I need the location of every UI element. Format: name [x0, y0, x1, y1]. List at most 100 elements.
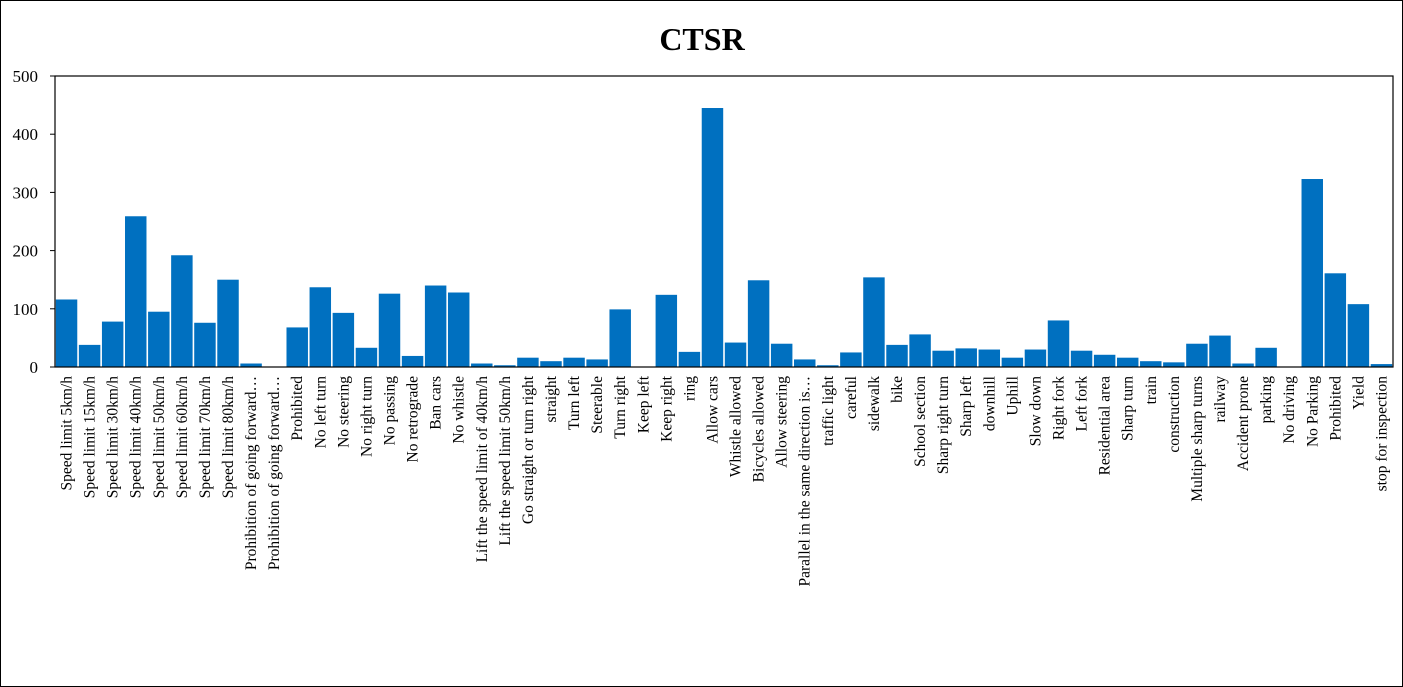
- x-tick-label: No whistle: [451, 376, 468, 444]
- bar: [655, 294, 678, 367]
- bar: [1186, 343, 1208, 367]
- x-tick-label: Sharp right turn: [935, 376, 952, 474]
- x-tick-label: Uphill: [1004, 376, 1021, 416]
- bar: [286, 327, 308, 367]
- bar: [1047, 320, 1070, 367]
- x-tick-label: Speed limit 15km/h: [82, 376, 99, 499]
- x-tick-label: Residential area: [1097, 376, 1114, 476]
- plot-area-border: [54, 75, 1394, 368]
- x-tick-label: Speed limit 60km/h: [174, 376, 191, 499]
- x-tick-label: Speed limit 70km/h: [197, 376, 214, 499]
- x-tick-label: Keep right: [658, 375, 675, 442]
- x-tick-label: Turn left: [566, 375, 583, 430]
- bar: [1232, 363, 1254, 367]
- x-tick-label: Right fork: [1051, 376, 1068, 440]
- bar: [1001, 357, 1024, 367]
- bar: [148, 311, 170, 367]
- bar: [586, 359, 608, 367]
- bar: [932, 350, 954, 367]
- bar: [401, 355, 424, 367]
- x-tick-label: sidewalk: [866, 376, 883, 431]
- x-tick-label: Speed limit 80km/h: [220, 376, 237, 499]
- bar: [125, 216, 147, 367]
- x-tick-label: Speed limit 50km/h: [151, 376, 168, 499]
- x-tick-label: Bicycles allowed: [751, 376, 768, 483]
- x-tick-label: Allow cars: [704, 376, 721, 444]
- x-tick-label: Keep left: [635, 375, 652, 433]
- x-tick-label: railway: [1212, 376, 1229, 423]
- x-tick-label: construction: [1166, 376, 1183, 453]
- x-tick-label: ring: [681, 376, 698, 401]
- x-tick-label: No left turn: [312, 376, 329, 449]
- bar: [955, 348, 977, 367]
- bar: [770, 343, 793, 367]
- bar: [609, 309, 631, 367]
- bar: [1116, 357, 1139, 367]
- x-tick-label: No driving: [1281, 376, 1298, 444]
- bar: [55, 299, 78, 367]
- x-tick-label: Parallel in the same direction is…: [797, 376, 814, 586]
- x-tick-label: straight: [543, 375, 560, 422]
- bar: [863, 277, 885, 367]
- x-tick-label: Left fork: [1074, 376, 1091, 432]
- x-tick-label: downhill: [981, 376, 998, 431]
- x-tick-label: Steerable: [589, 376, 606, 434]
- x-tick-label: Prohibition of going forward…: [266, 376, 283, 570]
- x-tick-label: careful: [843, 376, 860, 419]
- x-tick-label: bike: [889, 376, 906, 403]
- bar: [1024, 349, 1047, 367]
- x-tick-label: Accident prone: [1235, 376, 1252, 471]
- x-tick-label: parking: [1258, 376, 1275, 424]
- x-tick-label: Yield: [1350, 376, 1367, 410]
- x-tick-label: No steering: [335, 376, 352, 448]
- x-tick-label: Whistle allowed: [728, 376, 745, 477]
- bar: [517, 357, 539, 367]
- bar: [540, 361, 562, 367]
- x-tick-label: Prohibited: [1327, 376, 1344, 441]
- bar: [1255, 347, 1277, 367]
- bar: [724, 342, 747, 367]
- x-tick-label: stop for inspection: [1373, 376, 1390, 492]
- y-tick-label: 200: [13, 242, 39, 261]
- x-tick-label: train: [1143, 376, 1160, 405]
- x-tick-label: Go straight or turn right: [520, 375, 537, 524]
- bar: [817, 365, 839, 367]
- bar: [563, 357, 585, 367]
- x-tick-label: No right turn: [358, 376, 375, 457]
- bar: [1324, 273, 1347, 367]
- bar: [332, 312, 355, 367]
- y-axis: 0 100 200 300 400 500: [13, 67, 55, 377]
- x-axis-labels: Speed limit 5km/h Speed limit 15km/h Speed…: [59, 375, 1391, 586]
- bar: [217, 279, 239, 367]
- bar: [378, 293, 401, 367]
- x-tick-label: Lift the speed limit of 40km/h: [474, 376, 491, 563]
- x-tick-label: Slow down: [1027, 376, 1044, 446]
- bar: [240, 363, 262, 367]
- bar: [447, 292, 470, 367]
- y-tick-label: 100: [13, 300, 39, 319]
- bar: [1070, 350, 1093, 367]
- bar: [978, 349, 1001, 367]
- bar: [747, 280, 770, 367]
- bar: [840, 352, 862, 367]
- bar: [1163, 362, 1185, 367]
- bar: [1093, 354, 1116, 367]
- bars-group: [55, 108, 1393, 367]
- bar: [1301, 179, 1323, 367]
- x-tick-label: No passing: [382, 376, 399, 446]
- x-tick-label: Sharp turn: [1120, 376, 1137, 441]
- x-tick-label: Speed limit 5km/h: [59, 376, 76, 491]
- bar: [101, 321, 124, 367]
- y-tick-label: 500: [13, 67, 39, 86]
- x-tick-label: Allow steering: [774, 376, 791, 468]
- bar: [424, 285, 447, 367]
- bar: [678, 351, 701, 367]
- bar: [909, 334, 931, 367]
- bar: [78, 344, 101, 367]
- x-tick-label: Speed limit 30km/h: [105, 376, 122, 499]
- x-tick-label: Turn right: [612, 375, 629, 438]
- bar: [1370, 364, 1393, 367]
- bar: [1140, 361, 1162, 367]
- bar: [355, 347, 378, 367]
